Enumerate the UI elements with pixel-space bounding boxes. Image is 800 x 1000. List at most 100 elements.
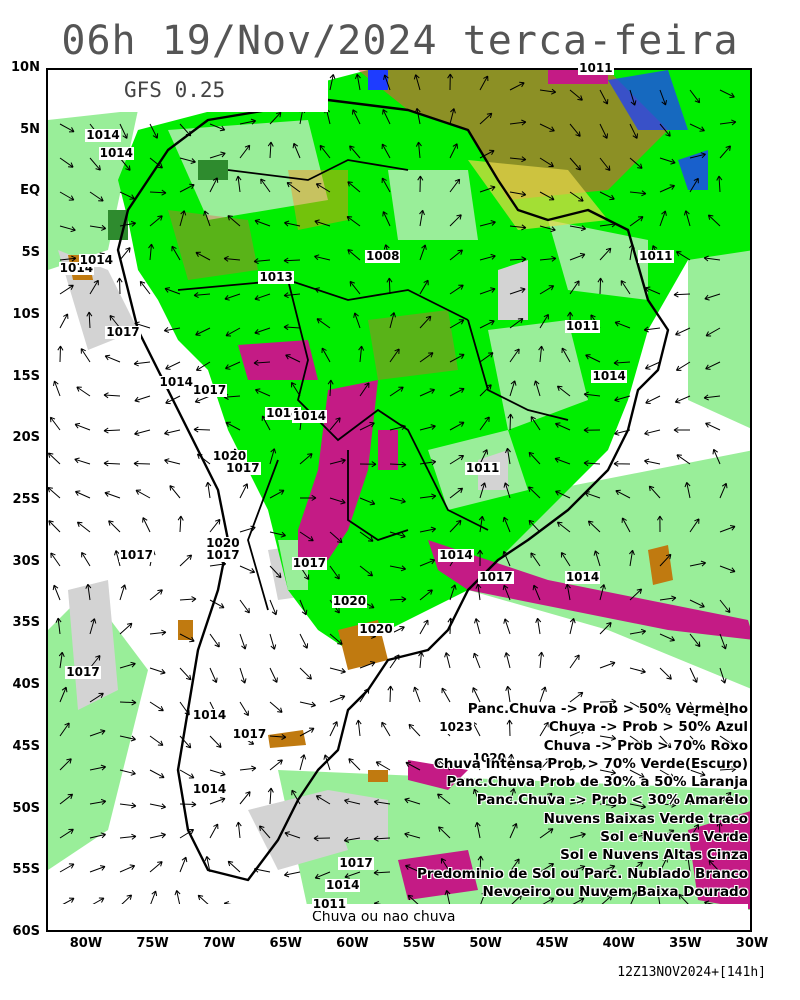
lat-tick-label: 35S — [12, 615, 40, 631]
wind-arrow — [283, 324, 301, 331]
wind-arrow — [629, 549, 635, 567]
wind-arrow — [269, 448, 277, 465]
wind-arrow — [329, 721, 338, 737]
wind-arrow — [438, 826, 451, 839]
wind-arrow — [419, 279, 429, 295]
wind-arrow — [444, 652, 451, 669]
wind-arrow — [505, 685, 512, 703]
wind-arrow — [119, 584, 127, 601]
wind-arrow — [139, 280, 151, 295]
wind-arrow — [344, 798, 361, 805]
wind-arrow — [659, 667, 672, 680]
wind-arrow — [89, 798, 107, 805]
wind-arrow — [689, 599, 705, 608]
wind-arrow — [509, 191, 527, 198]
wind-arrow — [509, 156, 527, 163]
wind-arrow — [59, 313, 69, 329]
wind-arrow — [209, 769, 226, 777]
lat-tick-label: 45S — [12, 738, 40, 754]
wind-arrow — [284, 220, 301, 227]
wind-arrow — [103, 392, 121, 399]
wind-arrow — [689, 797, 706, 805]
wind-arrow — [676, 454, 691, 465]
isobar-label: 1014 — [78, 252, 115, 267]
wind-arrow — [449, 455, 465, 465]
isobar-label: 1011 — [464, 461, 501, 476]
wind-arrow — [569, 832, 586, 839]
wind-arrow — [292, 142, 301, 159]
wind-arrow — [53, 380, 61, 397]
wind-arrow — [648, 485, 661, 499]
wind-arrow — [74, 490, 91, 499]
wind-arrow — [299, 633, 309, 649]
wind-arrow — [179, 735, 192, 749]
lat-tick-label: 10N — [11, 60, 40, 75]
wind-arrow — [599, 123, 608, 139]
wind-arrow — [299, 754, 307, 771]
wind-arrow — [389, 596, 407, 603]
wind-arrow — [269, 489, 285, 499]
wind-arrow — [479, 352, 494, 363]
wind-arrow — [528, 451, 541, 465]
isobar-label: 1014 — [158, 374, 194, 389]
wind-arrow — [569, 691, 584, 703]
wind-arrow — [299, 701, 316, 708]
isobar-label: 1023 — [438, 720, 474, 735]
wind-arrow — [209, 177, 219, 193]
wind-arrow — [179, 769, 195, 779]
isobar-label: 1020 — [331, 594, 368, 609]
wind-arrow — [719, 525, 736, 533]
wind-arrow — [629, 735, 644, 746]
lat-tick-label: 10S — [12, 306, 40, 322]
wind-arrow — [528, 519, 541, 533]
wind-arrow — [599, 802, 617, 809]
wind-arrow — [629, 803, 647, 810]
wind-arrow — [315, 183, 331, 193]
wind-arrow — [479, 319, 495, 329]
wind-arrow — [705, 422, 721, 431]
wind-arrow — [659, 184, 676, 193]
wind-arrow — [329, 531, 343, 544]
wind-arrow — [329, 458, 346, 465]
wind-arrow — [59, 191, 75, 201]
wind-arrow — [142, 517, 151, 533]
wind-arrow — [509, 348, 520, 363]
wind-arrow — [85, 583, 92, 601]
lat-tick-label: 60S — [12, 924, 40, 939]
wind-arrow — [316, 318, 331, 329]
wind-arrow — [597, 277, 604, 295]
wind-arrow — [353, 312, 361, 329]
lat-tick-label: 30S — [12, 553, 40, 569]
wind-arrow — [239, 633, 247, 650]
wind-arrow — [474, 618, 481, 635]
wind-arrow — [329, 694, 346, 703]
isobar-label: 1011 — [564, 319, 601, 334]
wind-arrow — [76, 521, 91, 533]
wind-arrow — [195, 361, 211, 371]
wind-arrow — [674, 395, 691, 404]
wind-arrow — [119, 769, 136, 776]
wind-arrow — [539, 313, 549, 329]
wind-arrow — [719, 145, 731, 159]
wind-arrow — [352, 109, 361, 125]
wind-arrow — [50, 552, 61, 567]
wind-arrow — [348, 758, 361, 771]
wind-arrow — [599, 191, 615, 201]
lat-tick-label: 5N — [20, 121, 40, 137]
wind-arrow — [149, 123, 159, 139]
wind-arrow — [472, 652, 481, 669]
wind-arrow — [209, 633, 220, 648]
wind-arrow — [327, 379, 334, 397]
wind-arrow — [719, 701, 729, 717]
wind-arrow — [569, 654, 580, 669]
wind-arrow — [269, 667, 278, 683]
wind-arrow — [689, 701, 699, 717]
wind-arrow — [239, 599, 250, 614]
lon-tick-label: 50W — [469, 936, 502, 951]
wind-arrow — [119, 220, 137, 227]
wind-arrow — [223, 255, 241, 262]
wind-arrow — [719, 482, 728, 499]
wind-arrow — [539, 757, 551, 771]
wind-arrow — [477, 549, 484, 567]
wind-arrow — [235, 821, 242, 839]
